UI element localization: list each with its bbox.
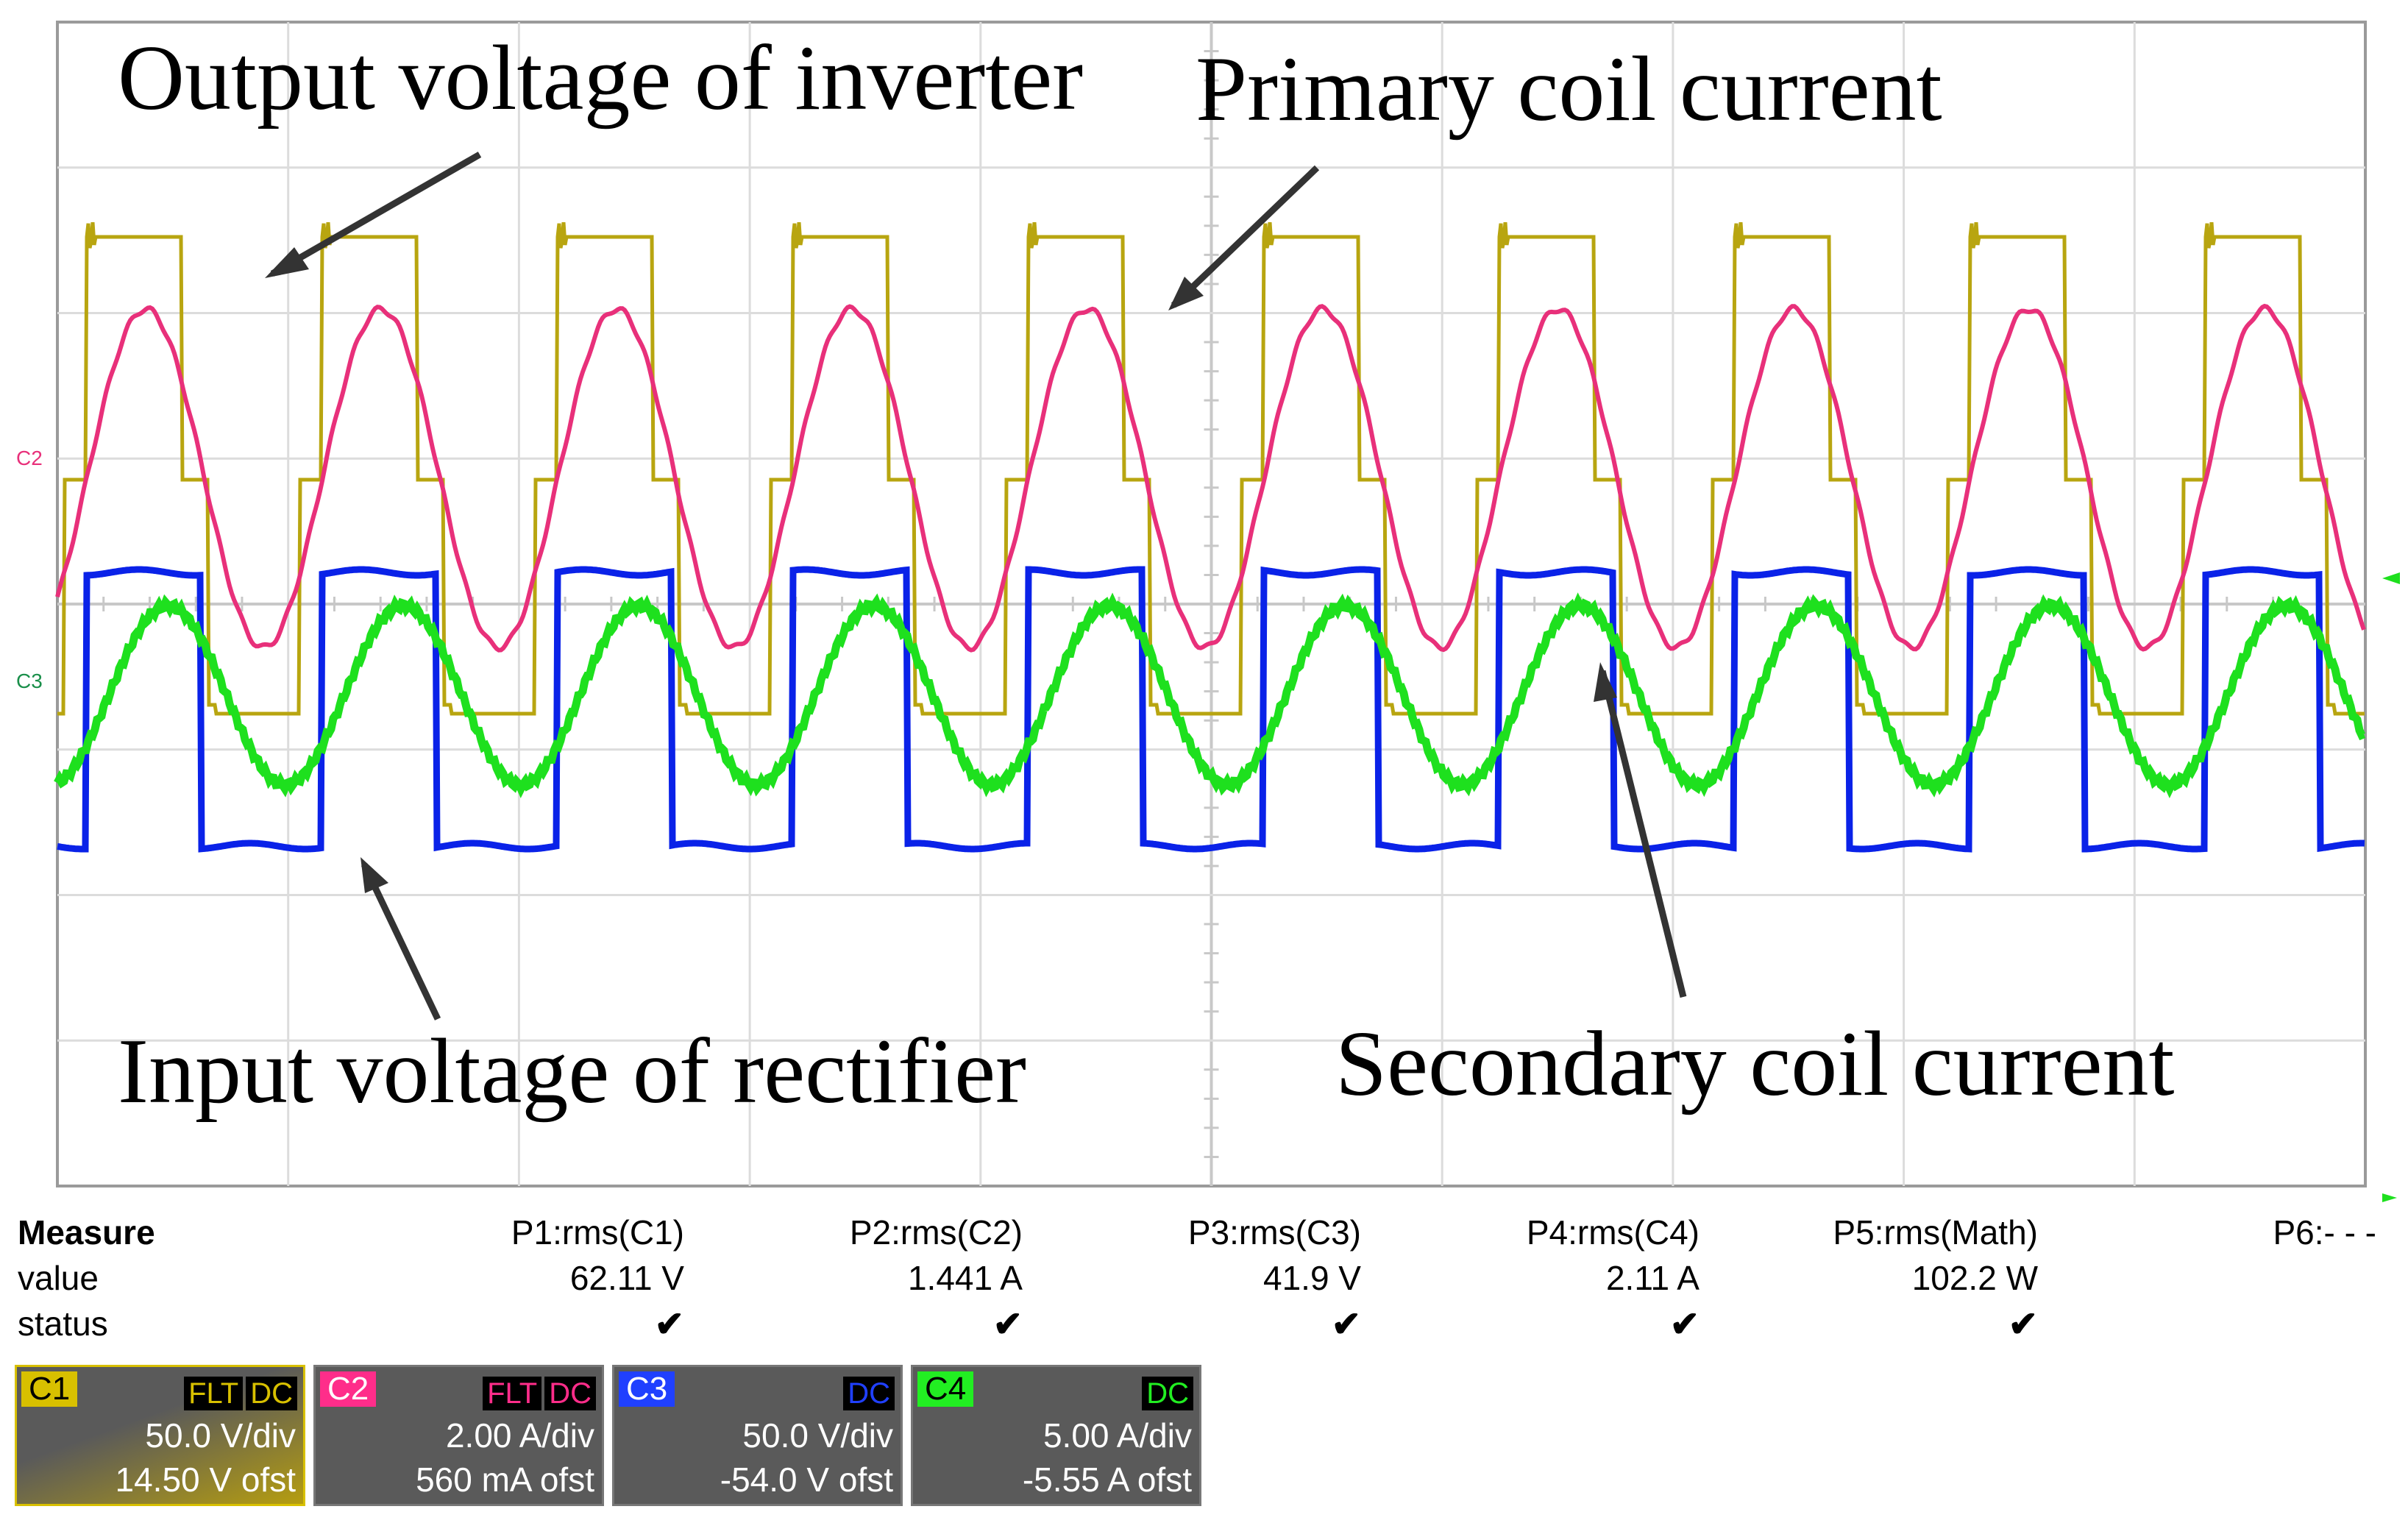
channel-tags-c2: FLT DC [480,1371,596,1411]
status-row-label: status [18,1304,108,1343]
param-p4[interactable]: P4:rms(C4) [1526,1213,1700,1252]
channel-name-c1: C1 [21,1371,78,1407]
vdiv-c3: 50.0 V/div [742,1416,893,1455]
param-p2[interactable]: P2:rms(C2) [849,1213,1023,1252]
value-p1: 62.11 V [569,1259,684,1297]
status-p3-check-icon: ✔ [1331,1305,1361,1344]
trace-c4-secondary-current [54,592,2366,799]
value-row-label: value [18,1259,99,1297]
offset-c2: 560 mA ofst [416,1460,594,1499]
annotation-inverter-voltage: Output voltage of inverter [118,27,1083,129]
channel-descriptor-c1[interactable]: C1 FLT DC 50.0 V/div 14.50 V ofst [15,1365,305,1506]
channel-name-c2: C2 [320,1371,377,1407]
coupling-badge-c2: DC [544,1377,596,1410]
arrow-rectifier [361,857,441,1020]
flt-badge-c2: FLT [483,1377,542,1410]
annotation-rectifier-voltage: Input voltage of rectifier [118,1020,1026,1123]
offset-c1: 14.50 V ofst [115,1460,296,1499]
value-p5: 102.2 W [1911,1259,2038,1297]
measure-panel: Measure P1:rms(C1) P2:rms(C2) P3:rms(C3)… [15,1213,2398,1352]
coupling-badge-c4: DC [1142,1377,1193,1410]
channel-tags-c1: FLT DC [181,1371,297,1411]
waveform-traces [54,222,2366,853]
flt-badge-c1: FLT [184,1377,244,1410]
measure-title: Measure [18,1213,155,1252]
annotation-primary-current: Primary coil current [1196,38,1942,141]
channel-name-c4: C4 [917,1371,974,1407]
trace-c3-rectifier-voltage [57,566,2365,853]
status-p1-check-icon: ✔ [654,1305,684,1344]
vdiv-c4: 5.00 A/div [1043,1416,1192,1455]
offset-c4: -5.55 A ofst [1022,1460,1192,1499]
channel-descriptor-c2[interactable]: C2 FLT DC 2.00 A/div 560 mA ofst [313,1365,604,1506]
channel-descriptor-c3[interactable]: C3 DC 50.0 V/div -54.0 V ofst [612,1365,903,1506]
measure-value-row: value 62.11 V 1.441 A 41.9 V 2.11 A 102.… [15,1258,2398,1304]
param-p3[interactable]: P3:rms(C3) [1187,1213,1361,1252]
arrow-primary [1168,165,1320,310]
param-p6[interactable]: P6:- - - [2273,1213,2376,1252]
status-p4-check-icon: ✔ [1669,1305,1700,1344]
status-p2-check-icon: ✔ [992,1305,1023,1344]
param-p5[interactable]: P5:rms(Math) [1833,1213,2038,1252]
channel-descriptor-c4[interactable]: C4 DC 5.00 A/div -5.55 A ofst [911,1365,1201,1506]
c4-level-marker-icon [2382,572,2400,584]
arrow-inverter [265,152,482,278]
c2-marker-label: C2 [16,447,43,469]
trigger-marker-icon [2382,1193,2397,1202]
measure-status-row: status ✔ ✔ ✔ ✔ ✔ [15,1304,2398,1349]
coupling-badge-c1: DC [246,1377,297,1410]
offset-c3: -54.0 V ofst [720,1460,893,1499]
c3-marker-label: C3 [16,670,43,692]
measure-header-row: Measure P1:rms(C1) P2:rms(C2) P3:rms(C3)… [15,1213,2398,1258]
trace-c2-primary-current [55,303,2366,653]
value-p3: 41.9 V [1263,1259,1361,1297]
arrow-secondary [1594,662,1687,998]
value-p2: 1.441 A [907,1259,1023,1297]
vdiv-c1: 50.0 V/div [145,1416,296,1455]
annotation-secondary-current: Secondary coil current [1335,1013,2175,1115]
vdiv-c2: 2.00 A/div [445,1416,594,1455]
channel-name-c3: C3 [619,1371,675,1407]
channel-tags-c4: DC [1139,1371,1193,1411]
coupling-badge-c3: DC [843,1377,895,1410]
channel-tags-c3: DC [840,1371,895,1411]
param-p1[interactable]: P1:rms(C1) [511,1213,684,1252]
value-p4: 2.11 A [1605,1259,1700,1297]
status-p5-check-icon: ✔ [2008,1305,2038,1344]
